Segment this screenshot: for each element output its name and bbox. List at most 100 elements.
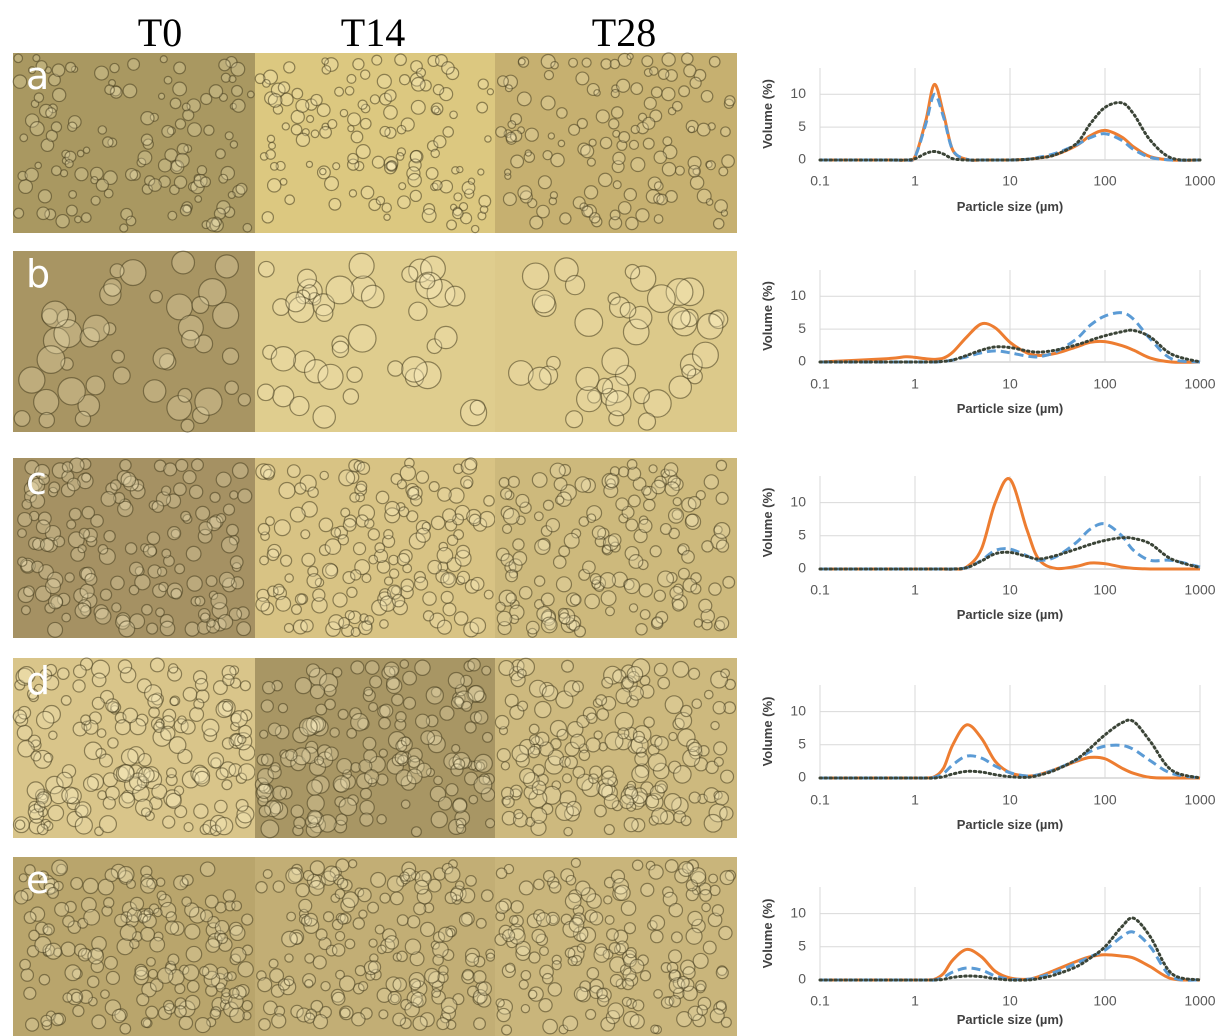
droplet	[257, 977, 273, 993]
droplet	[531, 928, 546, 944]
droplet	[342, 891, 359, 909]
droplet	[97, 544, 109, 555]
droplet	[698, 882, 712, 896]
droplet	[394, 750, 409, 765]
droplet	[59, 169, 69, 178]
droplet	[310, 93, 323, 107]
y-axis-title: Volume (%)	[760, 79, 775, 149]
droplet	[195, 505, 211, 521]
droplet	[542, 150, 553, 161]
droplet	[183, 821, 194, 833]
droplet	[531, 289, 556, 314]
droplet	[464, 457, 478, 471]
droplet	[631, 859, 644, 871]
droplet	[201, 718, 220, 737]
droplet	[180, 719, 196, 735]
droplet	[624, 545, 640, 561]
droplet	[128, 584, 140, 596]
droplet	[103, 897, 115, 909]
droplet	[456, 544, 471, 559]
droplet	[551, 960, 562, 971]
droplet	[682, 748, 701, 768]
droplet	[374, 542, 386, 554]
droplet	[527, 745, 541, 759]
droplet	[394, 53, 407, 67]
column-header: T28	[592, 10, 656, 55]
droplet	[689, 175, 705, 190]
droplet	[64, 159, 74, 169]
droplet	[483, 495, 495, 507]
droplet	[174, 152, 190, 168]
droplet	[173, 785, 185, 796]
droplet	[413, 576, 429, 591]
droplet	[508, 915, 519, 925]
droplet	[639, 970, 652, 982]
droplet	[359, 787, 373, 800]
droplet	[43, 675, 60, 691]
droplet	[334, 86, 345, 97]
droplet	[555, 802, 575, 822]
droplet	[538, 365, 559, 385]
droplet	[568, 57, 579, 68]
droplet	[654, 736, 669, 751]
droplet	[142, 379, 167, 403]
droplet	[406, 768, 423, 785]
droplet	[102, 796, 116, 810]
droplet	[35, 519, 51, 535]
droplet	[515, 945, 531, 961]
droplet	[146, 531, 161, 545]
droplet	[23, 585, 35, 598]
droplet	[29, 906, 46, 922]
droplet	[311, 597, 328, 614]
droplet	[180, 510, 192, 522]
droplet	[619, 301, 637, 319]
droplet	[218, 571, 235, 588]
droplet	[376, 73, 392, 89]
droplet	[628, 603, 639, 613]
droplet	[436, 1017, 450, 1031]
droplet	[145, 1005, 159, 1019]
droplet	[586, 513, 597, 524]
droplet	[91, 696, 105, 710]
droplet	[495, 900, 509, 915]
droplet	[124, 542, 138, 555]
droplet	[36, 206, 51, 221]
droplet	[656, 193, 669, 206]
droplet	[277, 81, 291, 94]
droplet	[558, 545, 571, 558]
droplet	[230, 710, 248, 728]
droplet	[36, 823, 49, 836]
droplet	[534, 538, 551, 556]
droplet	[542, 499, 555, 511]
droplet	[142, 913, 157, 929]
droplet	[301, 501, 318, 518]
droplet	[718, 925, 733, 941]
droplet	[608, 216, 623, 230]
droplet	[456, 570, 471, 584]
droplet	[321, 64, 332, 75]
droplet	[566, 800, 582, 817]
droplet	[160, 485, 172, 496]
droplet	[586, 82, 600, 97]
droplet	[262, 1000, 278, 1016]
droplet	[74, 801, 92, 819]
droplet	[635, 622, 648, 636]
droplet	[304, 979, 314, 989]
droplet	[281, 930, 298, 948]
x-tick-label: 1000	[1184, 173, 1215, 189]
droplet	[257, 260, 275, 278]
droplet	[360, 284, 385, 309]
micrograph	[13, 251, 255, 432]
droplet	[46, 571, 64, 589]
droplet	[300, 529, 311, 540]
droplet	[350, 130, 364, 144]
droplet	[335, 813, 348, 826]
droplet	[350, 762, 362, 773]
droplet	[266, 178, 282, 193]
droplet	[230, 946, 247, 963]
droplet	[205, 938, 221, 953]
droplet	[709, 1008, 725, 1024]
droplet	[453, 758, 466, 771]
droplet	[614, 711, 634, 732]
droplet	[303, 358, 329, 384]
